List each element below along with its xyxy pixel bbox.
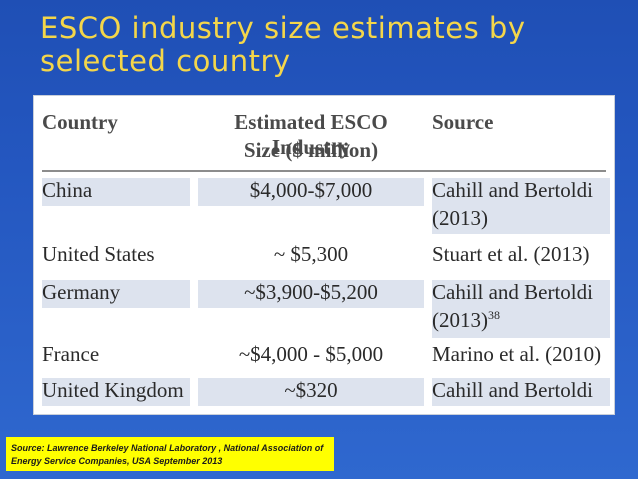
row-us-size: ~ $5,300 [273,242,349,266]
source-note: Source: Lawrence Berkeley National Labor… [6,437,334,471]
footnote-marker: 38 [488,308,500,322]
header-country: Country [42,110,118,134]
row-china-country: China [42,178,190,206]
row-france-source: Marino et al. (2010) [432,342,602,366]
slide-title: ESCO industry size estimates by selected… [40,11,526,78]
row-germany-size: ~$3,900-$5,200 [198,280,424,308]
row-france-country: France [42,342,100,366]
header-source: Source [432,110,494,134]
row-uk-country: United Kingdom [42,378,190,406]
row-germany-country: Germany [42,280,190,308]
header-size-line2: Size ($ million) [243,138,379,162]
header-size-line1: Estimated ESCO Industry [234,110,388,159]
row-germany-source-year: (2013)38 [432,308,610,338]
row-us-source: Stuart et al. (2013) [432,242,590,266]
row-germany-source: Cahill and Bertoldi [432,280,610,308]
row-china-source: Cahill and Bertoldi [432,178,610,206]
header-rule [42,170,606,172]
table-image: Country Estimated ESCO Industry Size ($ … [33,95,615,415]
row-uk-source: Cahill and Bertoldi [432,378,610,406]
row-china-size: $4,000-$7,000 [198,178,424,206]
row-us-country: United States [42,242,155,266]
row-france-size: ~$4,000 - $5,000 [238,342,384,366]
row-uk-size: ~$320 [198,378,424,406]
row-china-source-year: (2013) [432,206,610,234]
